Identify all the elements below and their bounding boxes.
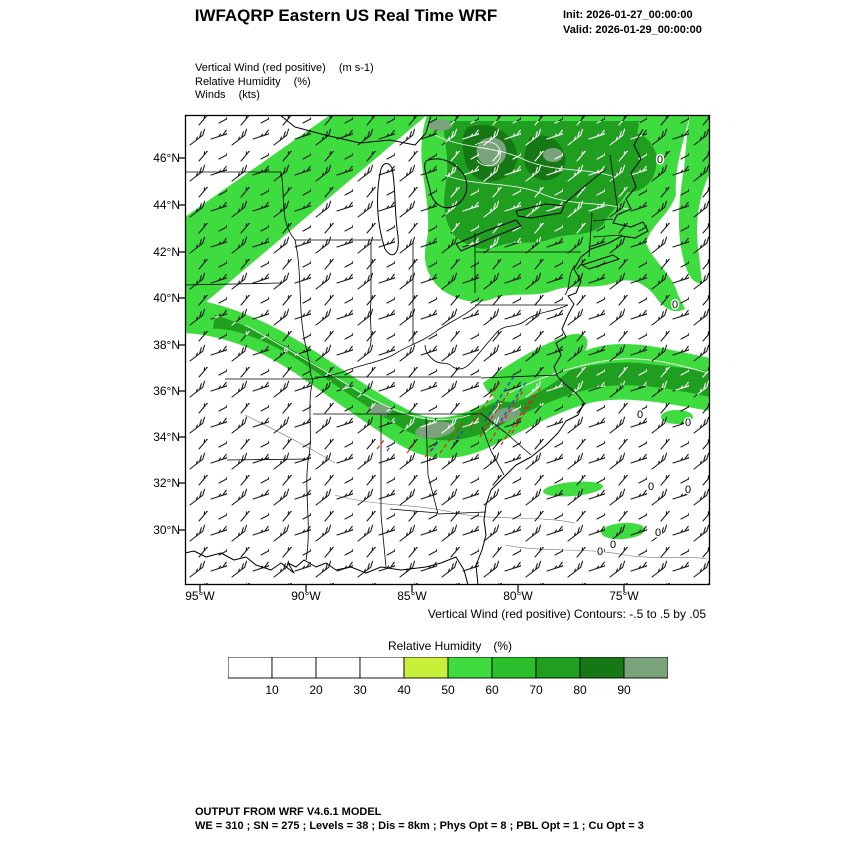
colorbar-swatch	[359, 657, 405, 679]
legend-label: Vertical Wind (red positive)	[195, 62, 326, 74]
colorbar-title: Relative Humidity (%)	[280, 639, 620, 653]
legend-row-winds: Winds (kts)	[195, 89, 374, 103]
colorbar-tick-label: 40	[397, 683, 411, 697]
lon-tick-label: 75°W	[609, 589, 639, 603]
colorbar-tick-label: 60	[485, 683, 499, 697]
contour-note: Vertical Wind (red positive) Contours: -…	[427, 607, 706, 621]
lat-axis-ticks	[178, 157, 185, 531]
lat-tick-label: 44°N	[153, 198, 180, 212]
colorbar-tick-label: 20	[309, 683, 323, 697]
zero-contour-label: 0	[648, 481, 654, 493]
zero-contour-label: 0	[657, 154, 663, 166]
vertical-wind-contours-red	[376, 380, 542, 458]
colorbar-tick-label: 50	[441, 683, 455, 697]
lat-tick-label: 42°N	[153, 245, 180, 259]
map-frame	[178, 114, 711, 592]
state-borders	[185, 154, 623, 568]
valid-time: Valid: 2026-01-29_00:00:00	[563, 24, 702, 36]
lon-tick-label: 80°W	[503, 589, 533, 603]
lat-tick-label: 46°N	[153, 151, 180, 165]
legend-label: Relative Humidity	[195, 75, 281, 88]
zero-contour-label: 0	[672, 299, 678, 311]
great-lakes	[279, 115, 607, 256]
colorbar-swatch	[447, 657, 493, 679]
init-time: Init: 2026-01-27_00:00:00	[563, 9, 693, 21]
colorbar: 10 20 30 40 50 60 70 80 90	[228, 657, 668, 697]
overlay-legend: Vertical Wind (red positive) (m s-1) Rela…	[195, 62, 374, 103]
page-title: IWFAQRP Eastern US Real Time WRF	[194, 6, 498, 25]
zero-contour-label: 0	[685, 417, 691, 429]
colorbar-swatch	[315, 657, 361, 679]
colorbar-swatch	[579, 657, 625, 679]
zero-contour-label: 0	[637, 409, 643, 421]
legend-units: (%)	[293, 75, 311, 88]
zero-contour-labels: 0 0 0 0 0 0 0 0 0	[595, 153, 692, 560]
zero-contour-label: 0	[610, 539, 616, 551]
colorbar-tick-label: 70	[529, 683, 543, 697]
legend-units: (kts)	[238, 89, 260, 101]
footer-config-line: WE = 310 ; SN = 275 ; Levels = 38 ; Dis …	[195, 820, 644, 832]
lon-axis-ticks	[199, 585, 625, 592]
colorbar-title-units: (%)	[493, 639, 513, 653]
colorbar-swatch	[535, 657, 581, 679]
legend-row-relative-humidity: Relative Humidity (%)	[195, 76, 374, 90]
colorbar-title-label: Relative Humidity	[387, 639, 482, 653]
legend-units: (m s-1)	[338, 62, 374, 74]
vertical-wind-contours-blue	[386, 374, 528, 452]
init-valid-block: Init: 2026-01-27_00:00:00 Valid: 2026-01…	[563, 8, 702, 38]
colorbar-swatch	[491, 657, 537, 679]
map-plot: 0 0 0 0 0 0 0 0 0	[178, 114, 711, 592]
lat-tick-label: 36°N	[153, 384, 180, 398]
lat-tick-label: 40°N	[153, 291, 180, 305]
zero-contour-label: 0	[655, 527, 661, 539]
lon-tick-label: 85°W	[397, 589, 427, 603]
colorbar-swatch	[228, 657, 273, 679]
colorbar-tick-label: 30	[353, 683, 367, 697]
lon-tick-label: 95°W	[185, 589, 215, 603]
legend-label: Winds	[195, 89, 226, 101]
lon-tick-label: 90°W	[291, 589, 321, 603]
footer-model-line: OUTPUT FROM WRF V4.6.1 MODEL	[195, 806, 382, 818]
colorbar-tick-label: 80	[573, 683, 587, 697]
coastline	[185, 128, 649, 585]
zero-contour-label: 0	[685, 484, 691, 496]
lat-tick-label: 30°N	[153, 523, 180, 537]
colorbar-swatch	[271, 657, 317, 679]
zero-contour-label: 0	[597, 546, 603, 558]
lat-tick-label: 34°N	[153, 430, 180, 444]
colorbar-tick-label: 10	[265, 683, 279, 697]
lat-tick-label: 32°N	[153, 476, 180, 490]
colorbar-tick-label: 90	[617, 683, 631, 697]
colorbar-swatch	[623, 657, 668, 679]
legend-row-vertical-wind: Vertical Wind (red positive) (m s-1)	[195, 62, 374, 76]
colorbar-swatch	[403, 657, 449, 679]
lat-tick-label: 38°N	[153, 338, 180, 352]
